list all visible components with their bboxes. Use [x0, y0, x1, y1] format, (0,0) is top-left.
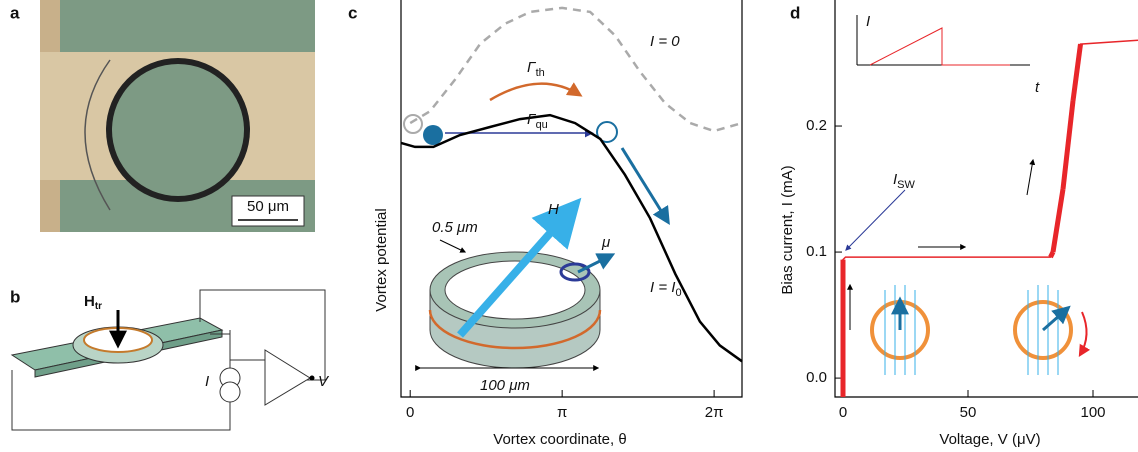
ring-hole [444, 260, 586, 320]
annotation: Γth [527, 59, 545, 79]
vortex-state [423, 125, 443, 145]
moment-arrow [1042, 305, 1071, 332]
annotation-text: 100 μm [480, 377, 530, 394]
curve [842, 39, 1138, 397]
x-tick-label: π [557, 404, 567, 421]
x-tick-label: 50 [960, 404, 977, 421]
annotation-sub: 0 [675, 287, 681, 299]
annotation-text: Γ [527, 59, 537, 76]
annotation: I = 0 [650, 33, 680, 50]
scale-bar-label: 50 μm [247, 198, 289, 215]
field-arrow [457, 197, 582, 338]
thermal-arrow [489, 82, 583, 102]
annotation-text: H [548, 201, 559, 218]
voltage-label: V [318, 373, 330, 390]
annotation-text: 0.5 μm [432, 219, 478, 236]
y-axis-label: Vortex potential [373, 208, 390, 311]
field-lines [884, 285, 916, 375]
scale-bar-box [231, 195, 305, 227]
steep-branch [1060, 100, 1076, 190]
annotation-text: Γ [527, 111, 537, 128]
annotation: t [1035, 79, 1040, 96]
field-lines [1027, 285, 1059, 375]
annotation-text: μ [601, 234, 610, 251]
x-tick-label: 0 [406, 404, 414, 421]
annotation-sub: SW [897, 179, 915, 191]
annotation-text: I [893, 171, 897, 188]
annotation-text: I = I [650, 279, 675, 296]
axis-frame [834, 0, 1138, 398]
inset-trace [869, 27, 1010, 66]
ring [1013, 300, 1073, 360]
annotation-sub: th [536, 67, 545, 79]
annotation-sub: qu [536, 119, 548, 131]
panel-d-art [845, 15, 1091, 375]
annotation: H [548, 201, 559, 218]
field-symbol: H [84, 293, 95, 310]
y-tick-label: 0.2 [806, 117, 827, 134]
x-axis-label: Voltage, V (μV) [939, 431, 1040, 448]
annotation-text: I [866, 13, 870, 30]
annotation: ISW [893, 171, 916, 191]
panel-label: d [790, 3, 800, 22]
node [309, 375, 315, 381]
annotation: 100 μm [480, 377, 530, 394]
moment-loop [559, 262, 591, 282]
annotation: μ [601, 234, 610, 251]
curve [400, 113, 743, 363]
circuit [11, 289, 326, 431]
annotation: 0.5 μm [432, 219, 478, 236]
field-sub: tr [95, 301, 102, 312]
junction [428, 309, 602, 350]
current-source [219, 381, 241, 403]
vortex-state [403, 114, 423, 134]
annotation: Γqu [527, 111, 548, 131]
annotation: I = I0 [650, 279, 682, 299]
annotation: I [866, 13, 870, 30]
moment-arrow [577, 253, 616, 274]
panel-label: a [10, 3, 20, 22]
axis-frame [400, 0, 743, 398]
y-axis-label: Bias current, I (mA) [779, 165, 796, 294]
x-tick-label: 0 [839, 404, 847, 421]
amplifier [264, 349, 311, 406]
steep-branch [1050, 188, 1066, 253]
y-tick-label: 0.0 [806, 369, 827, 386]
panel-label: b [10, 287, 20, 306]
annotation-text: I = 0 [650, 33, 680, 50]
x-axis-label: Vortex coordinate, θ [493, 431, 626, 448]
escape-arrow [620, 147, 670, 226]
steep-branch [1048, 250, 1056, 259]
pointer [845, 189, 906, 251]
panel-label: c [348, 3, 357, 22]
pointer [439, 239, 467, 253]
current-label: I [205, 373, 209, 390]
panel-c-art [403, 82, 670, 371]
rotation-arrow [1078, 311, 1091, 358]
x-tick-label: 2π [705, 404, 724, 421]
field-label: Htr [84, 293, 102, 312]
annotation-text: t [1035, 79, 1040, 96]
electrode [60, 0, 315, 52]
curve [409, 6, 743, 133]
wire [84, 59, 111, 211]
panel-b: b Htr I V [10, 287, 330, 431]
x-tick-label: 100 [1080, 404, 1105, 421]
vortex-state [596, 121, 618, 143]
panel-a: 50 μm a [10, 0, 315, 232]
direction-arrow [1026, 158, 1036, 196]
ring-inner [112, 64, 244, 196]
y-tick-label: 0.1 [806, 243, 827, 260]
inset-axes [856, 15, 1030, 66]
steep-branch [1070, 43, 1083, 102]
